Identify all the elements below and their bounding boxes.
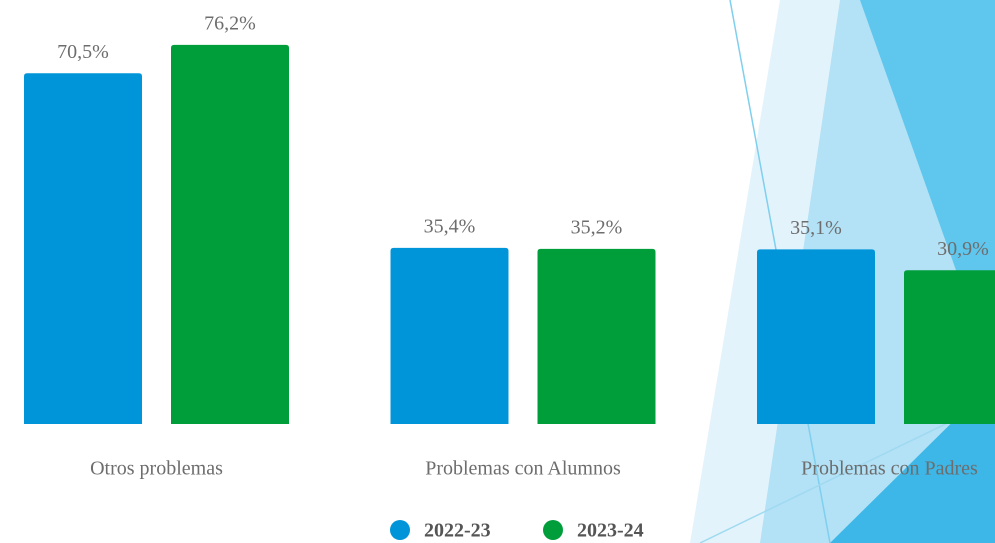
x-tick-label: Problemas con Alumnos xyxy=(425,458,621,480)
value-label: 35,1% xyxy=(790,217,842,239)
bar xyxy=(391,248,509,424)
x-tick-label: Problemas con Padres xyxy=(801,458,978,480)
legend-marker xyxy=(543,520,563,540)
value-label: 30,9% xyxy=(937,238,989,260)
legend-label: 2023-24 xyxy=(577,520,644,542)
bar xyxy=(24,73,142,424)
chart: Otros problemas 70,5% 76,2% Problemas con A… xyxy=(0,0,995,543)
x-tick-label: Otros problemas xyxy=(90,458,223,480)
value-label: 70,5% xyxy=(57,41,109,63)
value-label: 76,2% xyxy=(204,12,256,34)
bar xyxy=(757,249,875,424)
legend-marker xyxy=(390,520,410,540)
value-label: 35,4% xyxy=(424,215,476,237)
bar xyxy=(538,249,656,424)
value-label: 35,2% xyxy=(571,216,623,238)
bar xyxy=(904,270,995,424)
legend-label: 2022-23 xyxy=(424,520,491,542)
page: {"chart_data": {"type": "bar", "categori… xyxy=(0,0,995,543)
bar xyxy=(171,45,289,424)
